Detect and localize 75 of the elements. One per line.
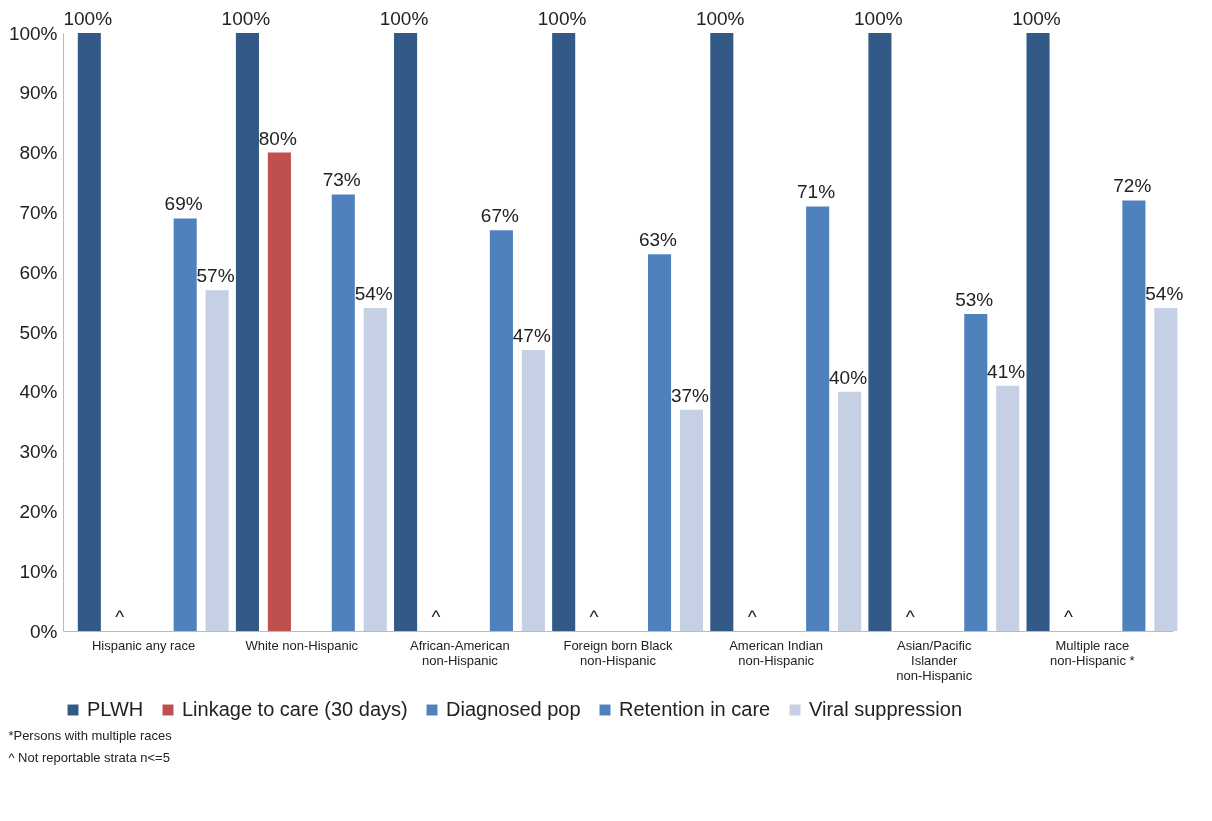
data-label: 40% [829,366,868,388]
text: ^ [115,606,125,627]
bar [173,218,197,631]
data-label: 57% [196,265,235,287]
text: ^ [747,606,757,627]
bar [205,290,229,631]
y-tick-label: 70% [19,201,58,223]
data-label: 73% [322,169,361,191]
data-label: 47% [512,324,551,346]
x-tick-label: Hispanic any race [91,637,196,653]
bar [647,254,672,631]
legend-label: PLWH [87,698,144,720]
data-label: 41% [987,360,1026,382]
bar [1026,33,1050,631]
data-label: 63% [638,229,678,251]
bar [363,308,387,631]
data-label: 100% [379,8,429,29]
x-tick-label: Asian/Pacific Islander non-Hispanic [896,637,973,683]
bar [868,33,892,631]
data-label: 100% [537,8,587,29]
data-label: 100% [63,8,113,29]
bar [235,33,259,631]
data-label: 100% [221,8,271,29]
data-label: 71% [797,181,836,203]
bar [964,314,988,631]
bar [806,206,830,631]
bar [394,33,418,631]
x-tick-label: African-American non-Hispanic [410,637,510,668]
data-label: 100% [1012,8,1061,29]
text: *Persons with multiple races [8,728,173,743]
text: ^ Not reportable strata n<=5 [8,750,170,765]
x-tick-label: Multiple race non-Hispanic * [1050,637,1135,668]
y-tick-label: 80% [19,142,58,164]
y-tick-label: 100% [8,22,58,44]
bar [996,385,1020,631]
data-label: 54% [354,283,393,305]
data-label: 80% [258,127,297,149]
legend-label: Viral suppression [809,698,963,720]
y-tick-label: 0% [30,620,58,642]
bar [1154,308,1178,631]
bar [489,230,513,631]
legend-label: Linkage to care (30 days) [182,698,408,720]
text: ^ [589,606,599,627]
data-label: 53% [955,289,994,311]
y-tick-label: 30% [19,441,58,463]
y-tick-label: 50% [19,321,58,343]
data-label: 69% [164,193,203,215]
x-tick-label: American Indian non-Hispanic [729,637,824,668]
x-tick-label: Foreign born Black non-Hispanic [563,637,674,668]
legend-label: Retention in care [619,698,771,720]
bar [710,33,734,631]
y-tick-label: 40% [19,381,58,403]
data-label: 54% [1145,283,1184,305]
data-label: 37% [670,384,710,406]
legend-label: Diagnosed pop [446,698,581,720]
bar [521,349,545,631]
bar [552,33,576,631]
data-label: 72% [1113,175,1152,197]
bar [77,33,101,631]
text: ^ [1063,606,1073,627]
data-label: 67% [480,205,519,227]
data-label: 100% [695,8,745,29]
bar [331,194,355,631]
y-tick-label: 60% [19,261,58,283]
y-tick-label: 20% [19,500,58,522]
text: ^ [905,606,915,627]
y-tick-label: 90% [19,82,58,104]
text: ^ [431,606,441,627]
bar [267,152,291,631]
bar [679,409,704,631]
data-label: 100% [854,8,903,29]
bar [1122,200,1146,631]
x-tick-label: White non-Hispanic [245,637,359,653]
y-tick-label: 10% [19,560,58,582]
bar [838,391,862,631]
